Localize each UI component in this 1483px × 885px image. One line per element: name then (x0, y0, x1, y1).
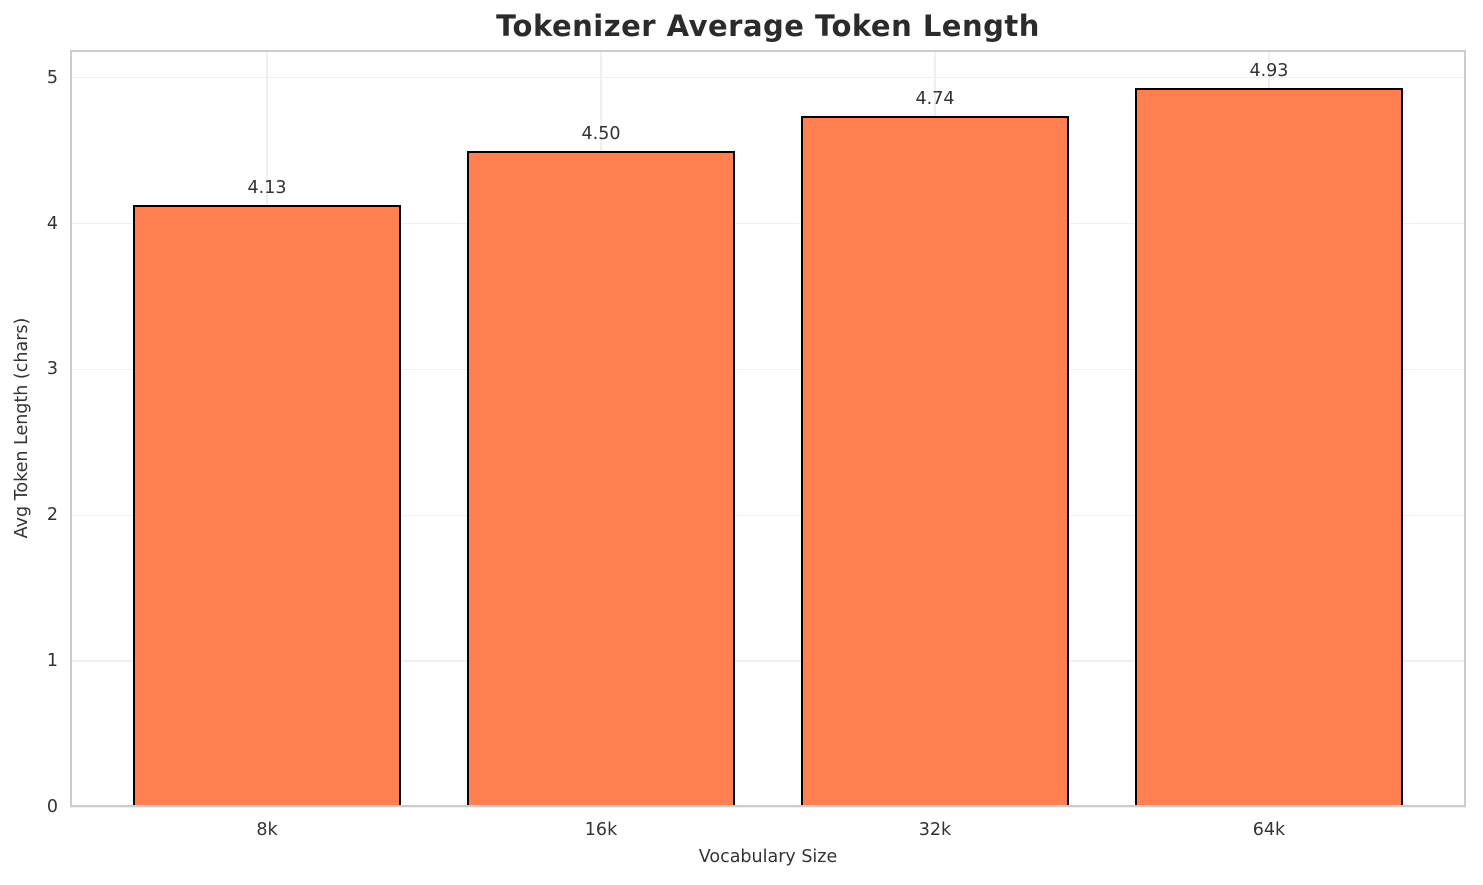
x-tick-label: 8k (256, 820, 278, 840)
y-tick-label: 0 (46, 797, 58, 817)
bar-value-label: 4.50 (581, 123, 621, 144)
y-tick-label: 4 (46, 213, 58, 234)
y-gridline (70, 660, 1466, 662)
y-tick-label: 2 (46, 505, 58, 526)
bar (1135, 87, 1403, 807)
bar-value-label: 4.74 (915, 88, 955, 109)
bar-value-label: 4.93 (1249, 60, 1289, 81)
bar-value-label: 4.13 (247, 177, 287, 198)
plot-area: 4.13 4.50 4.74 4.93 (70, 50, 1466, 808)
y-gridline (70, 222, 1466, 225)
y-tick-label: 1 (46, 651, 58, 672)
y-tick-label: 5 (46, 67, 58, 88)
x-tick-label: 32k (918, 820, 952, 840)
y-gridline (70, 368, 1466, 371)
y-tick-label: 3 (46, 359, 58, 380)
chart-title: Tokenizer Average Token Length (496, 9, 1040, 43)
bar (467, 150, 735, 807)
x-tick-label: 64k (1252, 820, 1286, 840)
bar (801, 115, 1069, 807)
y-gridline (70, 76, 1466, 79)
x-axis-label: Vocabulary Size (698, 847, 838, 867)
x-tick-label: 16k (584, 820, 618, 840)
bar (133, 204, 401, 807)
y-gridline (70, 806, 1466, 808)
y-gridline (70, 514, 1466, 517)
